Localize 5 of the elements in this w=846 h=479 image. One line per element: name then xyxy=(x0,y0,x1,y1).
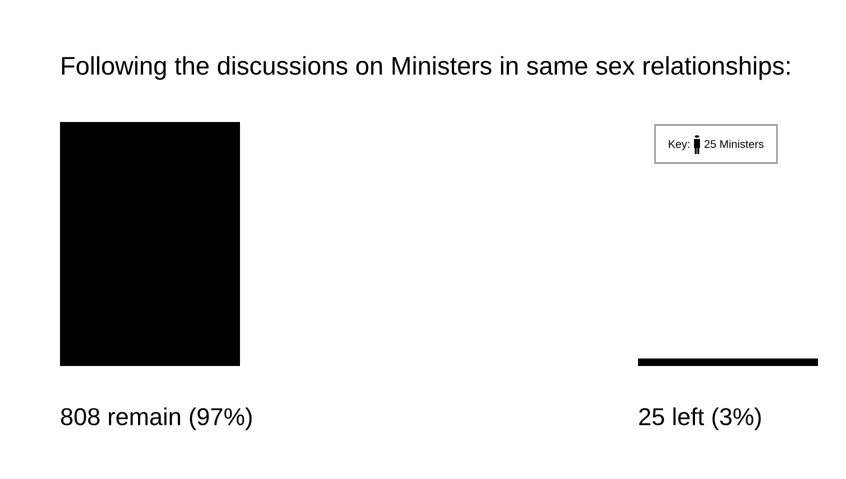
annotation: Key: xyxy=(668,140,690,150)
chart-title: Following the discussions on Ministers in same sex relationships: xyxy=(62,56,790,80)
data-label: 25 left (3%) xyxy=(639,407,761,430)
data-label: 808 remain (97%) xyxy=(61,407,252,430)
annotation: 25 Ministers xyxy=(704,140,764,148)
